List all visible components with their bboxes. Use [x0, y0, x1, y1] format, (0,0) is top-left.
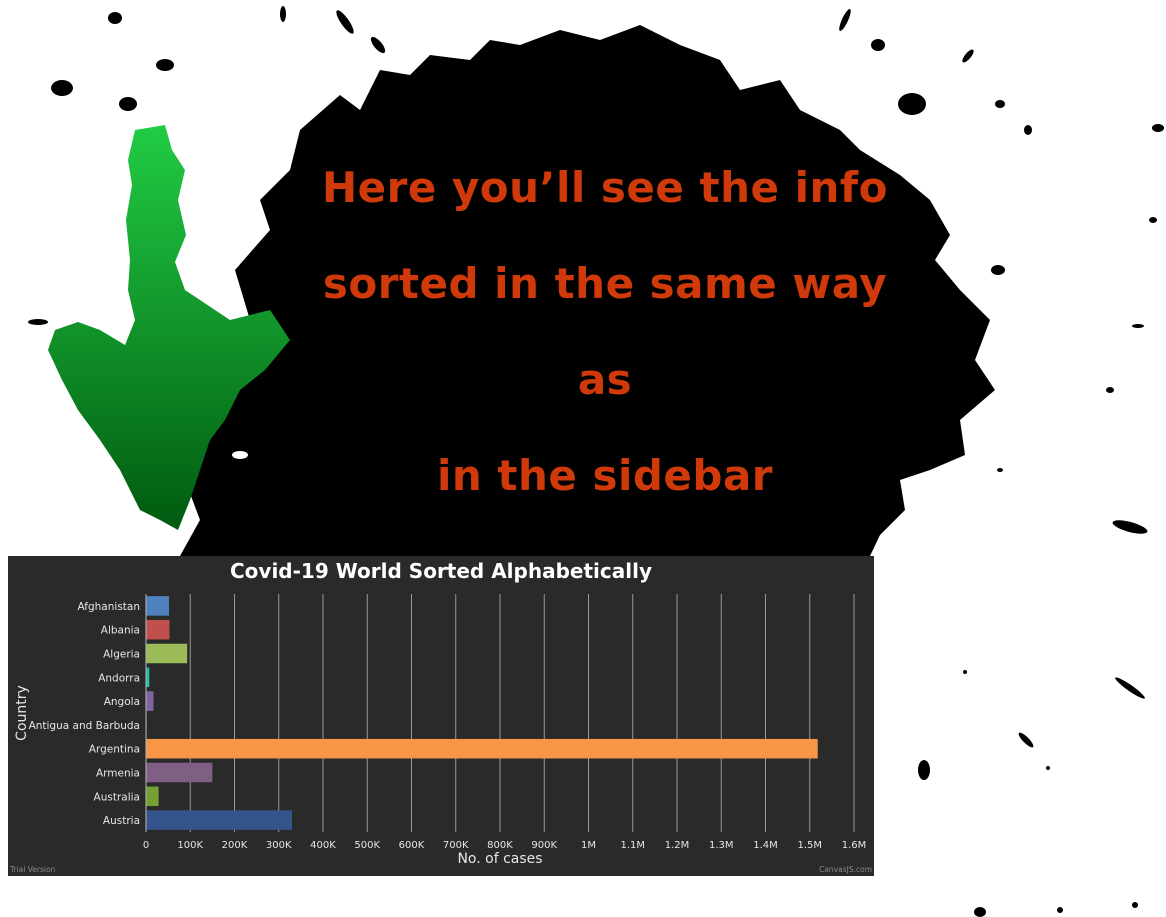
- x-axis-title: No. of cases: [457, 851, 542, 867]
- x-tick-label: 500K: [354, 840, 380, 851]
- category-label: Argentina: [89, 744, 140, 756]
- x-tick-label: 100K: [177, 840, 203, 851]
- bar-algeria[interactable]: [146, 643, 188, 664]
- category-label: Angola: [104, 696, 140, 708]
- headline: Here you’ll see the info sorted in the s…: [300, 140, 910, 524]
- x-tick-label: 1.2M: [665, 840, 690, 851]
- grid-lines: [189, 594, 855, 832]
- bars: [146, 596, 818, 830]
- bar-afghanistan[interactable]: [146, 596, 170, 616]
- chart-panel: Covid-19 World Sorted Alphabetically Afg…: [8, 556, 874, 876]
- bar-angola[interactable]: [146, 691, 154, 711]
- category-label: Algeria: [103, 649, 140, 661]
- splatter-dots: [28, 6, 1164, 917]
- ink-blob: [180, 25, 995, 556]
- bar-australia[interactable]: [146, 786, 159, 807]
- headline-line-2: sorted in the same way as: [322, 259, 888, 404]
- leaf-decoration: [48, 125, 290, 530]
- x-tick-label: 400K: [310, 840, 336, 851]
- category-label: Australia: [94, 791, 140, 803]
- x-tick-label: 200K: [222, 840, 248, 851]
- x-tick-label: 1.6M: [842, 840, 867, 851]
- bar-andorra[interactable]: [146, 667, 150, 688]
- x-tick-label: 1.5M: [797, 840, 822, 851]
- category-label: Albania: [101, 625, 140, 637]
- bar-chart: Covid-19 World Sorted Alphabetically Afg…: [9, 559, 872, 874]
- category-label: Afghanistan: [77, 601, 140, 613]
- x-tick-label: 700K: [443, 840, 469, 851]
- category-label: Austria: [103, 815, 140, 827]
- category-label: Andorra: [98, 672, 140, 684]
- headline-line-1: Here you’ll see the info: [321, 163, 889, 212]
- x-tick-label: 300K: [266, 840, 292, 851]
- x-tick-label: 600K: [399, 840, 425, 851]
- category-label: Armenia: [96, 768, 140, 780]
- x-tick-labels: 0 100K 200K 300K 400K 500K 600K 700K 800K 900K 1M 1…: [143, 840, 866, 851]
- trial-version-credit: Trial Version: [9, 865, 56, 874]
- x-tick-label: 0: [143, 840, 149, 851]
- x-tick-label: 900K: [531, 840, 557, 851]
- x-tick-label: 1.3M: [709, 840, 734, 851]
- x-tick-label: 1.1M: [620, 840, 645, 851]
- y-axis-title: Country: [14, 685, 30, 741]
- category-labels: Afghanistan Albania Algeria Andorra Angola An…: [29, 601, 140, 827]
- bar-armenia[interactable]: [146, 762, 213, 783]
- headline-line-3: in the sidebar: [436, 451, 774, 500]
- category-label: Antigua and Barbuda: [29, 720, 140, 732]
- chart-title: Covid-19 World Sorted Alphabetically: [230, 559, 652, 583]
- x-tick-label: 1.4M: [753, 840, 778, 851]
- canvasjs-credit: CanvasJS.com: [819, 865, 872, 874]
- x-tick-label: 800K: [487, 840, 513, 851]
- bar-argentina[interactable]: [146, 738, 818, 759]
- bar-austria[interactable]: [146, 810, 293, 830]
- x-tick-label: 1M: [581, 840, 596, 851]
- bar-albania[interactable]: [146, 619, 170, 640]
